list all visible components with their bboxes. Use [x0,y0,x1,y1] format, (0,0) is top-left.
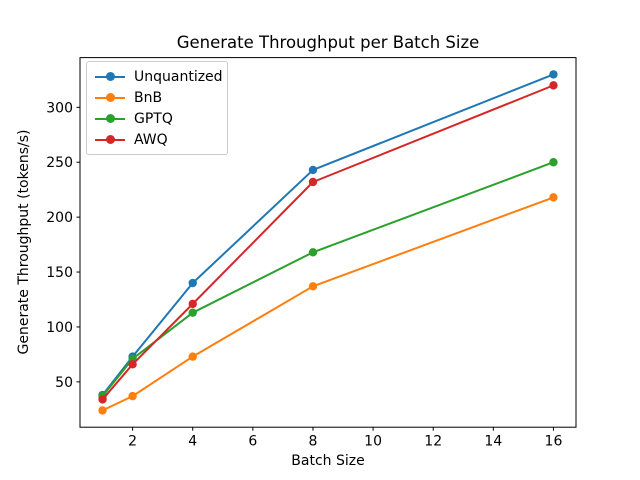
y-tick-label: 50 [55,375,73,391]
axes-frame [79,57,577,428]
legend-dot-swatch [105,135,115,144]
legend: Unquantized BnB GPTQ AWQ [86,61,228,155]
series-line [101,161,555,398]
y-tick-label: 300 [46,100,73,116]
x-axis-label: Batch Size [291,453,365,469]
y-tick-label: 150 [46,265,73,281]
data-point-marker [188,278,197,288]
data-point-marker [549,81,558,90]
legend-dot-swatch [105,114,115,123]
data-point-marker [128,391,137,401]
x-tick-label: 6 [248,434,257,450]
legend-label: AWQ [134,131,168,148]
data-point-marker [308,177,318,187]
data-point-marker [549,158,558,167]
data-point-marker [98,406,107,415]
legend-item: BnB [95,87,219,108]
y-tick-label: 200 [46,210,73,226]
legend-item: GPTQ [95,108,219,129]
data-point-marker [308,165,318,175]
x-tick-label: 14 [484,434,502,450]
legend-label: GPTQ [134,110,173,127]
data-point-marker [188,308,197,317]
data-point-marker [308,248,318,257]
legend-marker [95,135,125,145]
legend-item: Unquantized [95,66,223,87]
data-point-marker [549,70,558,79]
legend-dot-swatch [105,93,115,102]
x-tick-label: 4 [188,434,197,450]
legend-label: BnB [134,89,163,106]
x-tick-label: 12 [424,434,442,450]
data-point-marker [128,360,137,369]
y-tick-label: 250 [46,155,73,171]
legend-label: Unquantized [134,68,223,85]
x-tick-label: 16 [545,434,563,450]
legend-marker [95,72,125,82]
legend-item: AWQ [95,129,219,150]
x-tick-label: 8 [309,434,318,450]
chart-title: Generate Throughput per Batch Size [176,33,480,52]
data-point-marker [308,282,318,291]
data-point-marker [549,193,558,202]
legend-marker [95,114,125,124]
data-point-marker [188,352,197,361]
data-point-marker [98,395,107,404]
y-axis-label: Generate Throughput (tokens/s) [16,129,32,355]
x-tick-label: 2 [128,434,137,450]
y-tick-label: 100 [46,320,73,336]
legend-marker [95,93,125,103]
series-line [101,196,555,412]
data-point-marker [188,299,197,309]
legend-dot-swatch [105,72,115,81]
x-tick-label: 10 [364,434,382,450]
